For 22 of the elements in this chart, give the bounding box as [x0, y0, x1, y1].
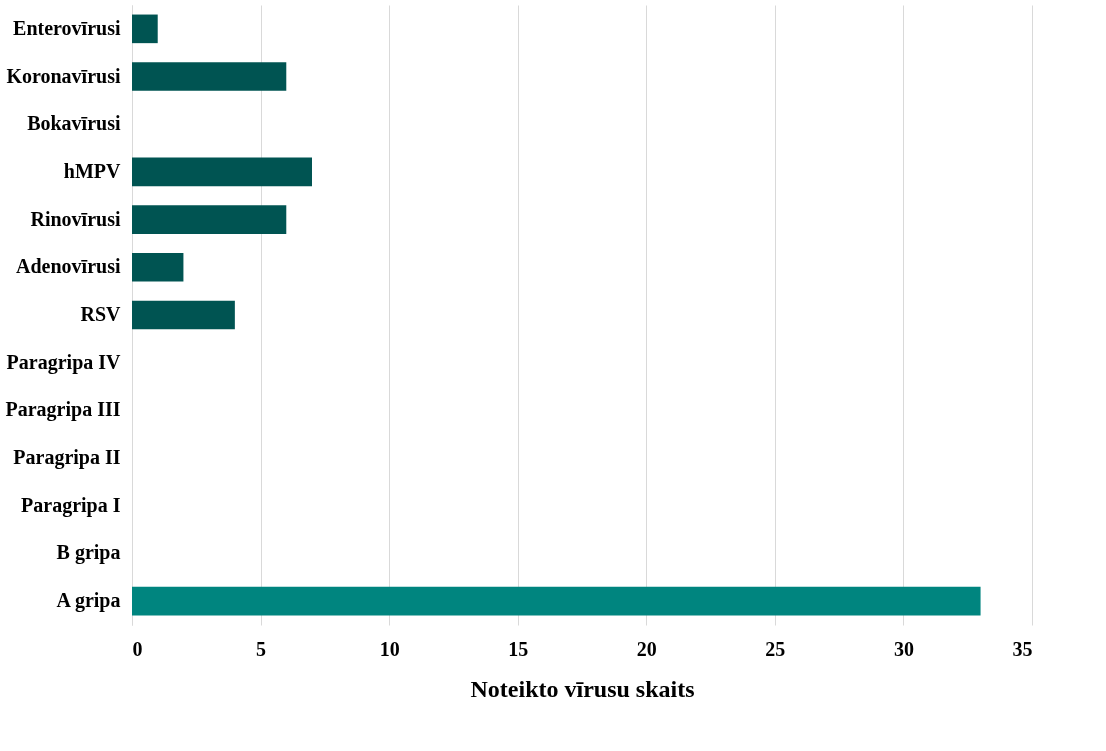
y-tick-label: hMPV — [63, 159, 122, 182]
y-tick-label: Paragripa III — [5, 398, 121, 422]
y-tick-label: A gripa — [56, 589, 121, 613]
y-tick-label: Bokavīrusi — [27, 112, 121, 135]
x-tick-label: 25 — [765, 637, 786, 660]
x-axis-title: Noteikto vīrusu skaits — [470, 675, 695, 702]
y-tick-label: Paragripa II — [13, 446, 121, 470]
x-tick-label: 15 — [508, 637, 529, 660]
x-tick-label: 30 — [893, 637, 914, 660]
y-tick-label: B gripa — [56, 541, 121, 565]
x-tick-label: 20 — [636, 637, 657, 660]
y-tick-label: Adenovīrusi — [16, 255, 121, 278]
y-tick-label: Paragripa IV — [6, 350, 122, 374]
x-tick-label: 0 — [132, 637, 143, 660]
y-tick-label: Enterovīrusi — [13, 16, 121, 39]
y-tick-label: Rinovīrusi — [30, 207, 121, 230]
y-tick-label: Paragripa I — [21, 493, 121, 517]
x-tick-label: 35 — [1012, 637, 1033, 660]
x-tick-label: 5 — [256, 637, 267, 660]
y-tick-label: Koronavīrusi — [6, 64, 121, 87]
x-tick-label: 10 — [379, 637, 400, 660]
y-tick-label: RSV — [80, 303, 122, 325]
